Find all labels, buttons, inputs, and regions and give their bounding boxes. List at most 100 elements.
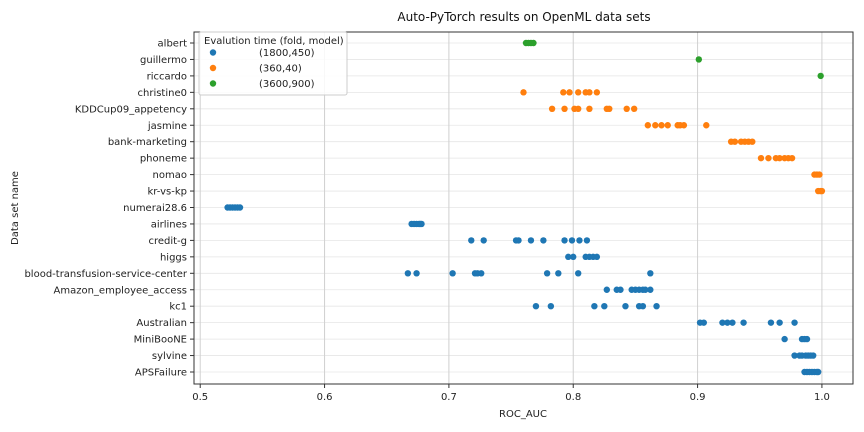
data-point bbox=[767, 319, 775, 326]
data-point bbox=[622, 303, 629, 310]
y-tick-label: APSFailure bbox=[135, 368, 187, 379]
y-tick-label: christine0 bbox=[138, 88, 188, 99]
data-point bbox=[749, 138, 756, 145]
data-point bbox=[591, 303, 598, 310]
data-point bbox=[781, 335, 788, 343]
data-point bbox=[803, 335, 811, 343]
data-point bbox=[449, 270, 456, 277]
data-point bbox=[478, 270, 485, 277]
x-tick-label: 0.8 bbox=[565, 392, 581, 403]
data-point bbox=[647, 270, 654, 277]
data-point bbox=[566, 89, 573, 96]
legend-marker bbox=[209, 49, 217, 56]
y-tick-label: numerai28.6 bbox=[123, 203, 187, 214]
data-point bbox=[731, 138, 739, 145]
data-point bbox=[532, 303, 540, 310]
data-point bbox=[547, 303, 555, 310]
data-point bbox=[776, 154, 783, 162]
data-point bbox=[565, 253, 572, 261]
data-point bbox=[700, 319, 707, 326]
y-tick-label: riccardo bbox=[147, 71, 187, 82]
y-tick-label: nomao bbox=[153, 170, 187, 181]
x-grid bbox=[199, 32, 823, 384]
y-tick-label: albert bbox=[158, 39, 188, 50]
data-point bbox=[788, 154, 796, 162]
data-point bbox=[623, 105, 630, 113]
x-axis-ticks: 0.5 0.6 0.7 0.8 0.9 1.0 bbox=[192, 384, 830, 403]
y-tick-label: credit-g bbox=[148, 236, 187, 247]
data-point bbox=[586, 105, 593, 113]
data-point bbox=[543, 270, 551, 277]
data-point bbox=[642, 286, 649, 293]
data-point bbox=[606, 105, 613, 113]
y-tick-label: kc1 bbox=[169, 302, 187, 313]
y-axis-ticks: albert guillermo riccardo christine0 KDDCup0… bbox=[24, 39, 194, 379]
data-point bbox=[583, 237, 591, 244]
y-tick-label: MiniBooNE bbox=[134, 335, 187, 346]
data-point bbox=[576, 237, 583, 244]
data-point bbox=[586, 89, 593, 96]
data-point bbox=[575, 270, 582, 277]
x-tick-label: 0.6 bbox=[317, 392, 333, 403]
data-point bbox=[570, 253, 577, 261]
data-point bbox=[695, 56, 703, 63]
data-point bbox=[418, 220, 425, 228]
data-point bbox=[703, 122, 710, 129]
data-point bbox=[814, 368, 822, 376]
data-point bbox=[680, 122, 688, 129]
data-point bbox=[561, 237, 568, 244]
data-point bbox=[236, 204, 244, 211]
x-tick-label: 0.9 bbox=[690, 392, 706, 403]
data-point bbox=[568, 237, 576, 244]
data-point bbox=[818, 187, 826, 195]
data-point bbox=[644, 122, 652, 129]
data-point bbox=[560, 89, 567, 96]
data-point bbox=[515, 237, 522, 244]
data-point bbox=[561, 105, 568, 113]
y-tick-label: higgs bbox=[160, 252, 187, 263]
data-points bbox=[224, 39, 826, 376]
data-point bbox=[817, 72, 824, 80]
y-tick-label: phoneme bbox=[140, 154, 187, 165]
y-tick-label: kr-vs-kp bbox=[148, 187, 187, 198]
data-point bbox=[724, 319, 731, 326]
legend-label: (1800,450) bbox=[259, 48, 315, 59]
legend-marker bbox=[209, 64, 217, 72]
y-tick-label: sylvine bbox=[152, 351, 187, 362]
y-tick-label: jasmine bbox=[147, 121, 187, 132]
data-point bbox=[791, 352, 798, 359]
data-point bbox=[468, 237, 475, 244]
data-point bbox=[729, 319, 736, 326]
y-tick-label: Australian bbox=[136, 318, 187, 329]
legend-box bbox=[198, 31, 348, 96]
data-point bbox=[593, 253, 601, 261]
data-point bbox=[603, 286, 611, 293]
data-point bbox=[639, 303, 647, 310]
data-point bbox=[810, 352, 817, 359]
y-tick-label: blood-transfusion-service-center bbox=[24, 269, 187, 280]
data-point bbox=[617, 286, 624, 293]
row-grid bbox=[194, 42, 853, 373]
data-point bbox=[575, 105, 582, 113]
data-point bbox=[555, 270, 562, 277]
legend-label: (3600,900) bbox=[259, 79, 315, 90]
data-point bbox=[548, 105, 556, 113]
legend-items: (1800,450) (360,40) (3600,900) bbox=[209, 48, 315, 90]
data-point bbox=[540, 237, 547, 244]
data-point bbox=[647, 286, 654, 293]
data-point bbox=[593, 89, 601, 96]
legend-title: Evalution time (fold, model) bbox=[204, 36, 344, 47]
chart-title: Auto-PyTorch results on OpenML data sets bbox=[397, 10, 650, 24]
y-tick-label: KDDCup09_appetency bbox=[75, 104, 187, 115]
data-point bbox=[630, 105, 638, 113]
data-point bbox=[480, 237, 487, 244]
data-point bbox=[601, 303, 608, 310]
data-point bbox=[719, 319, 726, 326]
data-point bbox=[816, 171, 823, 178]
data-point bbox=[664, 122, 671, 129]
legend-label: (360,40) bbox=[259, 64, 302, 75]
x-tick-label: 1.0 bbox=[814, 392, 830, 403]
y-axis-title: Data set name bbox=[10, 171, 21, 245]
data-point bbox=[575, 89, 582, 96]
